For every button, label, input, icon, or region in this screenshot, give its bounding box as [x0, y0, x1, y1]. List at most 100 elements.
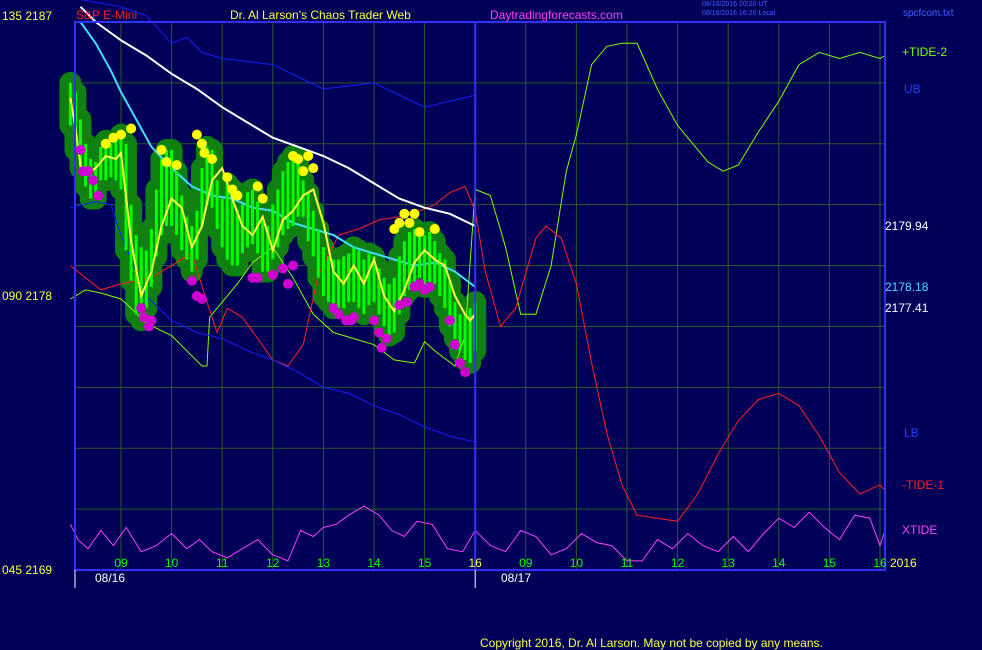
x-tick-label: 16 — [468, 556, 482, 570]
low-dot — [277, 263, 288, 274]
low-dot — [444, 315, 455, 326]
x-tick-label: 14 — [367, 556, 381, 570]
low-dot — [196, 294, 207, 305]
low-dot — [282, 278, 293, 289]
right-label-2178-18: 2178.18 — [885, 279, 929, 294]
x-tick-label: 11 — [620, 556, 634, 570]
low-dot — [88, 175, 99, 186]
series-line-slow-ma — [79, 6, 476, 227]
high-dot — [394, 217, 405, 228]
high-dot — [409, 208, 420, 219]
low-dot — [348, 312, 359, 323]
low-dot — [369, 315, 379, 326]
low-dot — [455, 357, 466, 368]
low-dot — [376, 342, 387, 353]
high-dot — [257, 193, 268, 204]
x-axis-ticks — [74, 570, 476, 588]
x-tick-label: 16 — [873, 556, 887, 570]
right-label-xtide: XTIDE — [902, 523, 938, 538]
plot-border — [74, 21, 886, 571]
series-line-tide-1 — [70, 185, 886, 522]
low-dot — [138, 312, 149, 323]
low-dot — [460, 367, 471, 378]
high-dot — [108, 132, 119, 143]
right-label-tide-1: -TIDE-1 — [902, 477, 944, 492]
high-dot — [429, 224, 440, 235]
x-tick-label: 15 — [822, 556, 837, 570]
x-tick-label: 09 — [114, 556, 128, 570]
x-tick-label: 14 — [772, 556, 786, 570]
low-dot — [424, 281, 435, 292]
high-dot — [232, 190, 243, 201]
x-tick-label: 09 — [519, 556, 533, 570]
timestamp-ut: 08/16/2016 20:20 UT — [702, 1, 768, 8]
right-label-lb: LB — [904, 426, 919, 440]
x-tick-label: 13 — [316, 556, 331, 570]
low-dot — [186, 275, 197, 286]
series-line-lb — [70, 201, 476, 443]
high-dot — [196, 138, 207, 149]
low-dot — [381, 333, 392, 344]
right-label-ub: UB — [904, 81, 921, 96]
high-dot — [303, 150, 314, 161]
symbol-label: S&P E-Mini — [76, 8, 138, 22]
low-dot — [136, 303, 147, 314]
low-dot — [394, 300, 405, 311]
x-tick-label: 15 — [417, 556, 432, 570]
x-tick-label: 12 — [266, 556, 280, 570]
high-dot — [298, 166, 309, 177]
low-dot — [374, 327, 385, 338]
x-tick-label: 13 — [721, 556, 735, 570]
file-name: spcfcom.txt — [903, 8, 954, 19]
low-dot — [252, 272, 263, 283]
turn-dots-layer — [75, 123, 471, 378]
low-dot — [401, 297, 412, 308]
high-dot — [191, 129, 202, 140]
y-axis-label: 045 2169 — [2, 563, 53, 577]
high-dot — [222, 172, 233, 183]
year-label: 2016 — [890, 556, 917, 570]
chart-site-title: Dr. Al Larson's Chaos Trader Web — [230, 8, 411, 22]
x-tick-label: 12 — [670, 556, 685, 570]
high-dot — [156, 144, 167, 155]
high-dot — [199, 147, 210, 158]
low-dot — [288, 260, 299, 271]
low-dot — [449, 339, 460, 350]
series-line-price — [69, 97, 476, 322]
x-tick-label: 10 — [569, 556, 584, 570]
high-dot — [252, 181, 263, 192]
low-dot — [75, 144, 86, 155]
x-tick-label: 11 — [215, 556, 229, 570]
high-dot — [404, 217, 415, 228]
high-dot — [308, 163, 319, 174]
plot-frame — [74, 21, 886, 571]
right-label-2179-94: 2179.94 — [885, 218, 929, 233]
series-line-xtide — [69, 505, 886, 562]
copyright: Copyright 2016, Dr. Al Larson. May not b… — [480, 636, 823, 650]
low-dot — [267, 269, 278, 280]
x-tick-label: 10 — [164, 556, 179, 570]
high-dot — [126, 123, 137, 134]
date-label: 08/17 — [501, 571, 532, 585]
low-dot — [93, 190, 104, 201]
right-label-2177-41: 2177.41 — [885, 301, 929, 316]
low-dot — [83, 166, 94, 177]
top-left-scale: 135 2187 — [2, 9, 53, 23]
high-dot — [207, 154, 218, 164]
high-dot — [116, 129, 126, 140]
high-dot — [100, 138, 111, 149]
right-label-tide-2: +TIDE-2 — [902, 45, 948, 60]
website-link[interactable]: Daytradingforecasts.com — [490, 8, 623, 22]
high-dot — [293, 154, 304, 164]
high-dot — [399, 208, 410, 219]
date-label: 08/16 — [95, 571, 126, 585]
low-dot — [333, 309, 344, 320]
low-dot — [146, 315, 157, 326]
high-dot — [171, 160, 182, 171]
series-line-ub — [80, 0, 476, 108]
high-dot — [414, 227, 425, 238]
series-line-tide-2 — [70, 42, 886, 367]
high-dot — [161, 157, 172, 168]
y-axis-label: 090 2178 — [2, 289, 53, 303]
